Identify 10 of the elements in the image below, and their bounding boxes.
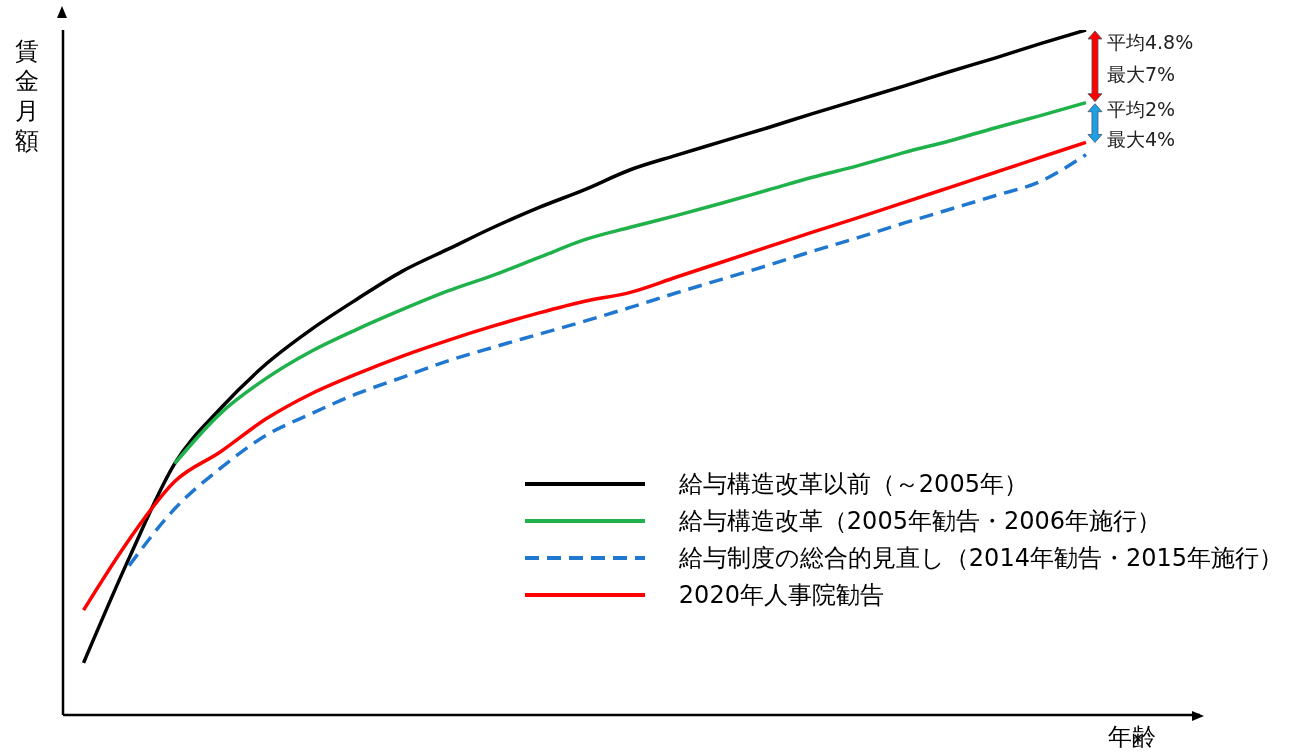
annotation: 平均2% (1106, 96, 1176, 122)
annotation: 平均4.8% (1106, 30, 1194, 55)
x-axis-title: 年齢 (1108, 722, 1156, 753)
annotation: 最大4% (1106, 126, 1176, 152)
legend-label: 給与構造改革（2005年勧告・2006年施行） (678, 505, 1161, 537)
legend-label: 給与制度の総合的見直し（2014年勧告・2015年施行） (678, 542, 1283, 574)
legend-label: 給与構造改革以前（～2005年） (678, 468, 1028, 500)
annotation: 最大7% (1106, 62, 1176, 87)
y-axis-title: 賃金月額 (14, 36, 40, 156)
legend-label: 2020年人事院勧告 (678, 579, 884, 611)
